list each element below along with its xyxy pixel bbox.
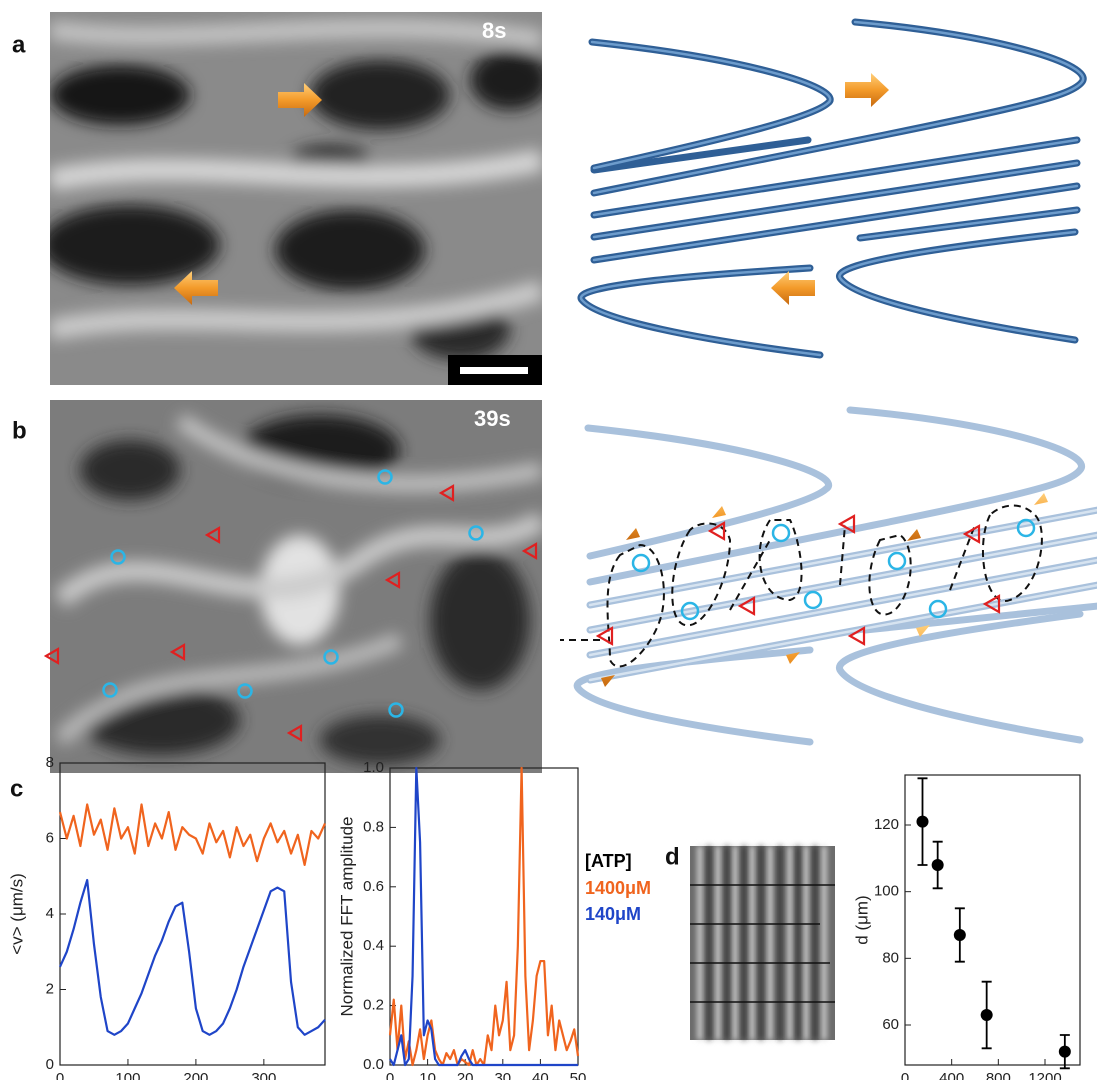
y-tick-label: 0.8 [363,818,384,835]
y-tick-label: 0 [46,1056,54,1073]
legend-entry: 1400μM [585,878,651,898]
x-tick-label: 800 [986,1070,1011,1080]
y-tick-label: 80 [882,949,899,966]
panel-label: c [10,775,23,802]
panel-label: d [665,843,680,870]
legend-title: [ATP] [585,851,632,871]
x-tick-label: 40 [532,1070,549,1080]
micrograph-b [50,400,542,773]
y-tick-label: 120 [874,816,899,833]
schematic-b [560,410,1097,742]
x-tick-label: 20 [457,1070,474,1080]
point [954,929,966,941]
y-tick-label: 0.0 [363,1056,384,1073]
x-tick-label: 300 [251,1070,276,1080]
y-axis-label: Normalized FFT amplitude [337,817,356,1017]
kymograph-image [690,846,835,1040]
figure: 8s [0,0,1097,1080]
panel-label: b [12,417,27,444]
x-tick-label: 30 [494,1070,511,1080]
y-tick-label: 1.0 [363,759,384,776]
x-tick-label: 0 [56,1070,64,1080]
line-series [60,805,325,865]
y-tick-label: 2 [46,980,54,997]
y-tick-label: 8 [46,754,54,771]
point [981,1009,993,1021]
y-axis-label: d (μm) [852,895,871,944]
micrograph-a [40,12,550,385]
x-tick-label: 50 [570,1070,587,1080]
x-tick-label: 0 [386,1070,394,1080]
y-tick-label: 6 [46,829,54,846]
x-tick-label: 0 [901,1070,909,1080]
arrow [845,73,889,107]
y-tick-label: 0.4 [363,937,384,954]
x-tick-label: 10 [419,1070,436,1080]
page: {"panel_labels": ["a", "b", "c", "d"], "… [0,0,1097,1080]
x-tick-label: 200 [183,1070,208,1080]
x-tick-label: 400 [939,1070,964,1080]
scale-bar [460,367,528,374]
schematic-a [581,22,1083,355]
y-tick-label: 4 [46,905,54,922]
point [917,816,929,828]
arrow [771,271,815,305]
point [1059,1046,1071,1058]
point [932,859,944,871]
legend-entry: 140μM [585,904,641,924]
panel-label: a [12,31,26,58]
image-label: 39s [474,406,511,431]
y-tick-label: 100 [874,883,899,900]
y-axis-label: <v> (μm/s) [7,873,26,955]
y-tick-label: 0.6 [363,878,384,895]
image-label: 8s [482,18,506,43]
x-tick-label: 1200 [1028,1070,1061,1080]
y-tick-label: 60 [882,1016,899,1033]
line-series [60,880,325,1035]
y-tick-label: 0.2 [363,997,384,1014]
plot-frame [905,775,1080,1065]
x-tick-label: 100 [115,1070,140,1080]
